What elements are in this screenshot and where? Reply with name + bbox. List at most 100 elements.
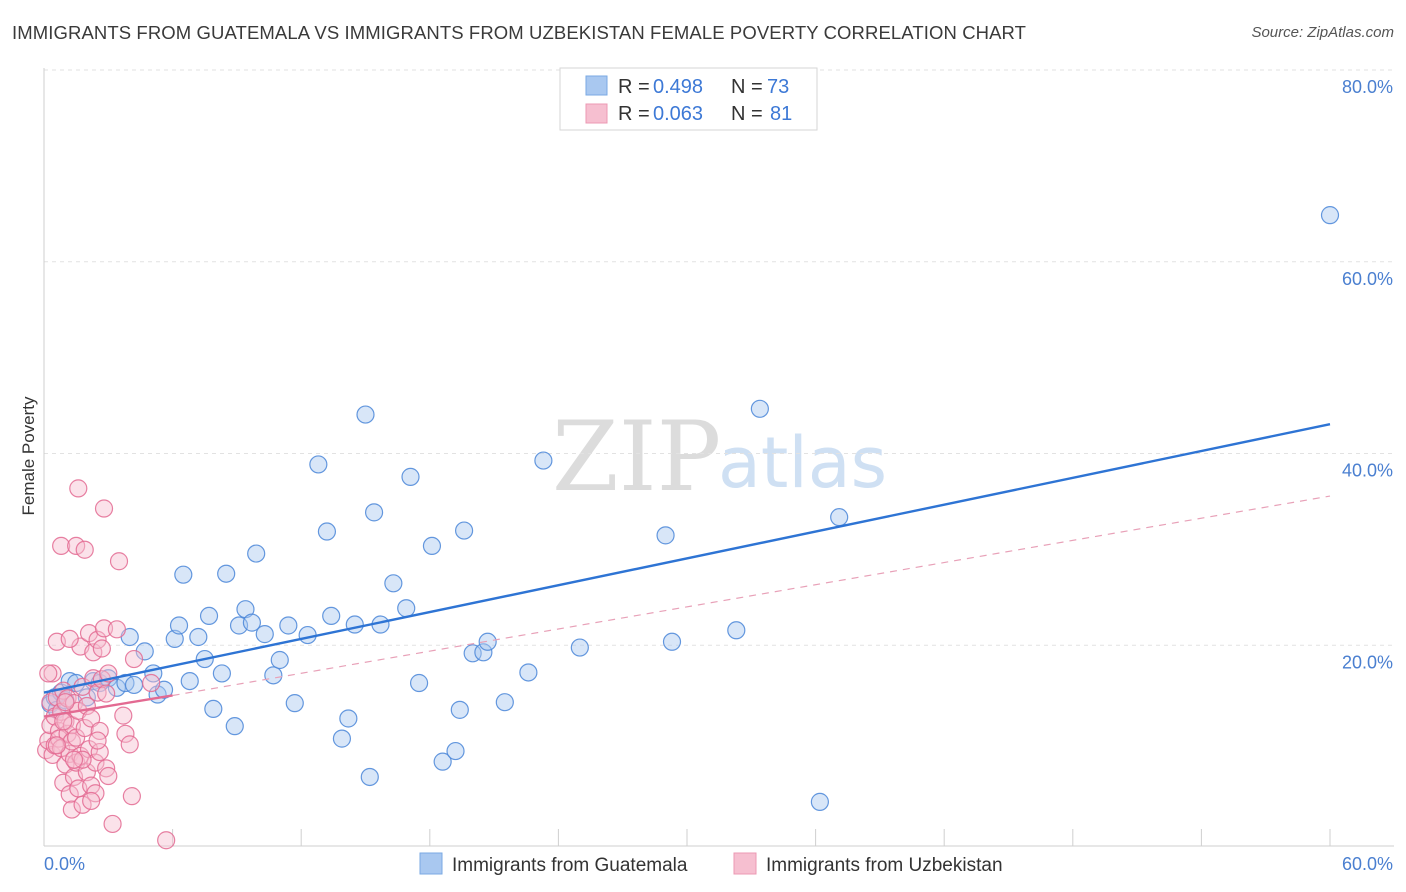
guatemala-point-11 xyxy=(107,678,126,697)
legend-swatch-guatemala xyxy=(585,75,608,96)
series-legend: Immigrants from Guatemala Immigrants fro… xyxy=(419,852,1003,876)
guatemala-point-70 xyxy=(810,792,829,811)
guatemala-point-67 xyxy=(662,632,682,651)
uzbekistan-point-65 xyxy=(114,706,133,725)
uzbekistan-point-37 xyxy=(73,795,92,814)
uzbekistan-point-68 xyxy=(122,787,141,806)
guatemala-point-23 xyxy=(189,627,208,647)
uzbekistan-point-67 xyxy=(120,735,139,754)
uzbekistan-point-30 xyxy=(67,536,86,556)
guatemala-point-57 xyxy=(450,700,469,719)
uzbekistan-point-64 xyxy=(109,552,129,571)
uzbekistan-point-39 xyxy=(75,718,94,738)
guatemala-point-26 xyxy=(204,699,223,718)
trend-lines xyxy=(43,422,1331,718)
guatemala-point-61 xyxy=(478,632,497,651)
guatemala-point-25 xyxy=(199,606,219,626)
guatemala-point-39 xyxy=(298,625,317,645)
data-points xyxy=(37,206,1340,850)
trend-extension-1 xyxy=(172,495,1331,697)
guatemala-point-40 xyxy=(309,455,328,474)
guatemala-point-41 xyxy=(317,522,337,541)
bottom-legend-label-guatemala: Immigrants from Guatemala xyxy=(452,855,688,876)
guatemala-point-29 xyxy=(225,717,244,736)
guatemala-point-36 xyxy=(270,650,289,670)
guatemala-point-13 xyxy=(124,675,144,695)
guatemala-point-72 xyxy=(1320,206,1340,225)
uzbekistan-point-12 xyxy=(52,536,71,556)
guatemala-point-56 xyxy=(446,741,465,761)
guatemala-point-43 xyxy=(332,729,352,748)
guatemala-point-65 xyxy=(570,638,589,657)
guatemala-point-42 xyxy=(322,606,341,626)
guatemala-point-45 xyxy=(345,615,364,634)
legend-n-label-1: N = xyxy=(731,76,763,98)
watermark-zip: ZIP xyxy=(552,401,721,513)
uzbekistan-point-31 xyxy=(69,479,88,498)
x-ticks xyxy=(43,829,1331,846)
guatemala-point-58 xyxy=(454,521,474,540)
guatemala-point-19 xyxy=(165,629,184,649)
uzbekistan-point-38 xyxy=(75,540,94,559)
y-axis-label: Female Poverty xyxy=(19,396,38,516)
x-tick-label-left: 0.0% xyxy=(44,854,85,874)
legend-n-value-1: 73 xyxy=(767,76,789,98)
uzbekistan-point-59 xyxy=(97,684,116,703)
guatemala-point-60 xyxy=(474,643,493,662)
guatemala-point-52 xyxy=(401,467,420,486)
guatemala-point-53 xyxy=(409,673,429,693)
legend-r-value-2: 0.063 xyxy=(653,103,703,125)
guatemala-point-33 xyxy=(247,544,266,563)
guatemala-point-21 xyxy=(174,565,193,584)
guatemala-point-55 xyxy=(433,752,452,771)
guatemala-point-62 xyxy=(495,693,514,712)
guatemala-point-51 xyxy=(397,599,416,618)
uzbekistan-point-75 xyxy=(82,791,101,811)
uzbekistan-point-74 xyxy=(60,629,79,649)
uzbekistan-point-50 xyxy=(88,630,107,649)
uzbekistan-point-73 xyxy=(47,736,66,755)
bottom-legend-label-uzbekistan: Immigrants from Uzbekistan xyxy=(766,855,1003,876)
trend-line-1 xyxy=(43,694,173,718)
uzbekistan-point-54 xyxy=(92,639,111,658)
y-tick-label-20: 20.0% xyxy=(1342,652,1393,672)
uzbekistan-point-53 xyxy=(90,742,109,762)
y-tick-label-60: 60.0% xyxy=(1342,269,1393,289)
legend-r-label-1: R = xyxy=(618,76,650,98)
guatemala-point-66 xyxy=(656,526,675,545)
y-tick-label-80: 80.0% xyxy=(1342,77,1393,97)
watermark-atlas: atlas xyxy=(718,422,887,504)
guatemala-point-32 xyxy=(242,613,262,632)
uzbekistan-point-4 xyxy=(43,664,62,683)
uzbekistan-point-69 xyxy=(124,649,144,669)
guatemala-point-68 xyxy=(727,621,746,640)
guatemala-point-48 xyxy=(364,503,384,522)
guatemala-point-44 xyxy=(339,709,358,728)
guatemala-point-38 xyxy=(285,694,304,713)
bottom-legend-swatch-guatemala xyxy=(419,852,443,875)
guatemala-point-63 xyxy=(519,663,538,682)
guatemala-point-47 xyxy=(360,767,379,787)
guatemala-point-71 xyxy=(830,508,849,527)
uzbekistan-point-57 xyxy=(94,499,114,518)
uzbekistan-point-70 xyxy=(142,673,161,693)
uzbekistan-point-60 xyxy=(99,766,118,786)
chart-title: IMMIGRANTS FROM GUATEMALA VS IMMIGRANTS … xyxy=(12,22,1027,43)
legend-swatch-uzbekistan xyxy=(585,103,608,124)
guatemala-point-20 xyxy=(169,616,189,635)
guatemala-point-54 xyxy=(422,536,442,556)
grid-lines xyxy=(44,69,1394,646)
y-tick-labels: 20.0% 40.0% 60.0% 80.0% xyxy=(1342,77,1393,672)
guatemala-point-64 xyxy=(534,451,553,470)
bottom-legend-swatch-uzbekistan xyxy=(733,852,757,875)
y-tick-label-40: 40.0% xyxy=(1342,461,1393,481)
uzbekistan-point-80 xyxy=(64,750,84,769)
guatemala-point-27 xyxy=(212,664,231,683)
guatemala-point-69 xyxy=(750,399,769,418)
uzbekistan-point-71 xyxy=(157,831,176,850)
correlation-legend: R = 0.498 N = 73 R = 0.063 N = 81 xyxy=(559,67,818,131)
guatemala-point-22 xyxy=(180,671,199,691)
uzbekistan-point-78 xyxy=(88,731,107,750)
guatemala-point-34 xyxy=(255,625,274,644)
guatemala-point-28 xyxy=(217,564,236,583)
